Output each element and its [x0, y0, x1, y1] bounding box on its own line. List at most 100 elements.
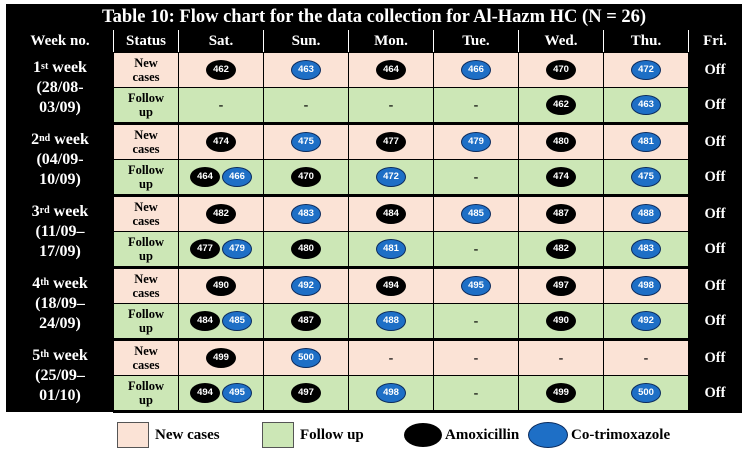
status-new-cases: New cases	[113, 267, 179, 304]
status-new-cases: New cases	[113, 339, 179, 376]
week-label: 1st week (28/08- 03/09)	[6, 52, 114, 124]
amoxicillin-oval-icon	[404, 423, 442, 447]
status-line: Follow	[127, 163, 165, 177]
patient-oval-amoxicillin: 477	[376, 132, 406, 152]
header-cell: Sun.	[263, 29, 349, 53]
friday-off: Off	[688, 52, 742, 88]
friday-off: Off	[688, 303, 742, 341]
day-cell: 462	[518, 87, 604, 125]
week-word: week	[49, 346, 88, 364]
week-dates-start: (04/09-	[36, 150, 84, 168]
status-line: Follow	[127, 307, 165, 321]
empty-mark: -	[473, 314, 479, 329]
week-number: 1	[33, 59, 42, 76]
empty-mark: -	[473, 242, 479, 257]
patient-oval-amoxicillin: 494	[376, 276, 406, 296]
legend-item-new-cases: New cases	[117, 421, 220, 449]
patient-oval-amoxicillin: 464	[376, 60, 406, 80]
week-title: 4th week	[8, 274, 113, 294]
day-cell: 475	[603, 159, 689, 197]
day-cell: -	[348, 87, 434, 125]
week-dates-end: 10/09)	[39, 170, 81, 188]
legend-label-amoxicillin: Amoxicillin	[445, 426, 520, 443]
week-label: 3rd week (11/09– 17/09)	[6, 195, 114, 268]
legend-label-new-cases: New cases	[155, 426, 220, 443]
week-dates-start: (11/09–	[35, 222, 85, 240]
day-cell: 484	[348, 195, 434, 232]
day-cell: 499	[518, 375, 604, 413]
patient-oval-co-trimoxazole: 498	[631, 276, 661, 296]
friday-off: Off	[688, 195, 742, 232]
week-dates-end: 24/09)	[39, 314, 81, 332]
week-number: 4	[32, 274, 41, 292]
day-cell: 494 495	[178, 375, 264, 413]
patient-oval-amoxicillin: 497	[546, 276, 576, 296]
day-cell: -	[433, 339, 519, 376]
header-cell: Wed.	[518, 29, 604, 53]
day-cell: 464	[348, 52, 434, 88]
status-line: up	[139, 249, 153, 263]
week-dates-start: (18/09–	[35, 294, 85, 312]
day-cell: 472	[348, 159, 434, 197]
week-word: week	[48, 59, 87, 76]
patient-oval-co-trimoxazole: 488	[631, 204, 661, 224]
patient-oval-amoxicillin: 487	[291, 311, 321, 331]
patient-oval-amoxicillin: 464	[190, 167, 220, 187]
day-cell: 487	[263, 303, 349, 341]
week-title: 3rd week	[8, 202, 113, 222]
day-cell: 490	[178, 267, 264, 304]
status-line: cases	[132, 70, 160, 84]
week-ordinal: th	[40, 276, 50, 288]
follow-up-row: Follow up 464 466 470 472-474 475 Off	[7, 159, 742, 197]
flow-chart-table: Table 10: Flow chart for the data collec…	[6, 4, 742, 413]
table-title: Table 10: Flow chart for the data collec…	[6, 4, 742, 30]
day-cell: 485	[433, 195, 519, 232]
day-cell: -	[178, 87, 264, 125]
week-label: 2nd week (04/09- 10/09)	[6, 123, 114, 196]
patient-oval-co-trimoxazole: 495	[222, 383, 252, 403]
legend-item-follow-up: Follow up	[262, 421, 364, 449]
day-cell: 500	[263, 339, 349, 376]
patient-oval-amoxicillin: 474	[546, 167, 576, 187]
day-cell: 497	[263, 375, 349, 413]
day-cell: -	[433, 375, 519, 413]
day-cell: -	[433, 231, 519, 269]
patient-oval-amoxicillin: 499	[546, 383, 576, 403]
patient-oval-co-trimoxazole: 485	[222, 311, 252, 331]
patient-oval-amoxicillin: 480	[291, 239, 321, 259]
patient-oval-amoxicillin: 470	[546, 60, 576, 80]
week-dates-start: (25/09–	[35, 366, 85, 384]
patient-oval-co-trimoxazole: 492	[291, 276, 321, 296]
friday-off: Off	[688, 267, 742, 304]
status-line: cases	[132, 358, 160, 372]
day-cell: 497	[518, 267, 604, 304]
patient-oval-amoxicillin: 494	[190, 383, 220, 403]
day-cell: -	[518, 339, 604, 376]
day-cell: 474	[178, 123, 264, 160]
week-label: 4th week (18/09– 24/09)	[6, 267, 114, 340]
patient-oval-co-trimoxazole: 475	[291, 132, 321, 152]
patient-oval-amoxicillin: 482	[206, 204, 236, 224]
status-line: cases	[132, 286, 160, 300]
day-cell: 484 485	[178, 303, 264, 341]
week-dates-end: 03/09)	[39, 99, 81, 116]
legend: New cases Follow up Amoxicillin Co-trimo…	[0, 417, 742, 453]
legend-label-follow-up: Follow up	[300, 426, 364, 443]
day-cell: 470	[263, 159, 349, 197]
header-cell: Fri.	[688, 29, 742, 53]
header-cell: Status	[113, 29, 179, 53]
patient-oval-co-trimoxazole: 481	[376, 239, 406, 259]
day-cell: 470	[518, 52, 604, 88]
patient-oval-co-trimoxazole: 498	[376, 383, 406, 403]
day-cell: 483	[603, 231, 689, 269]
patient-oval-co-trimoxazole: 483	[291, 204, 321, 224]
patient-oval-co-trimoxazole: 475	[631, 167, 661, 187]
patient-oval-amoxicillin: 484	[376, 204, 406, 224]
status-follow-up: Follow up	[113, 159, 179, 197]
empty-mark: -	[473, 170, 479, 185]
patient-oval-co-trimoxazole: 500	[631, 383, 661, 403]
week-ordinal: rd	[39, 204, 50, 216]
empty-mark: -	[388, 351, 394, 366]
status-line: New	[134, 272, 158, 286]
friday-off: Off	[688, 87, 742, 125]
